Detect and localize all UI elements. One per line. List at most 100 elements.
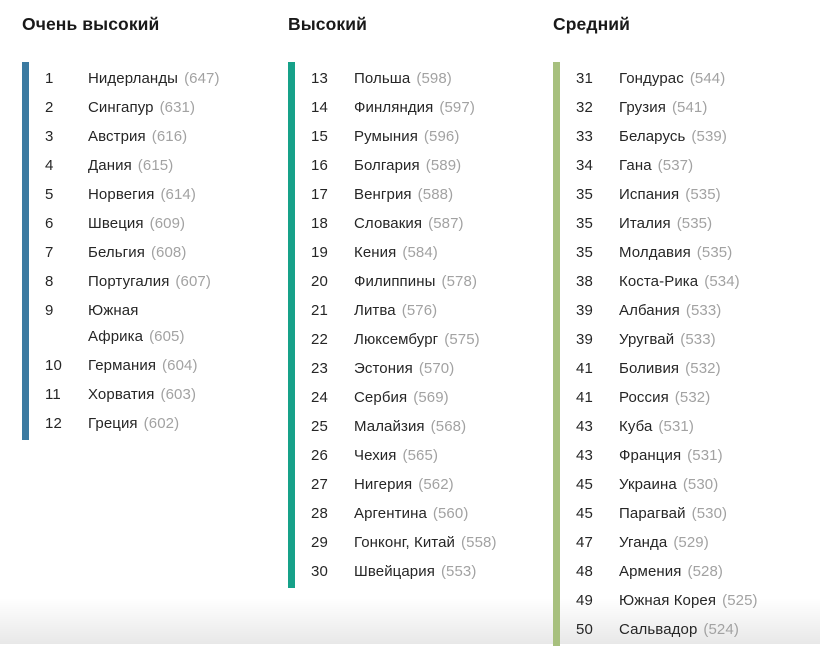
country-entry: Норвегия (614): [88, 182, 264, 208]
country-score: (535): [696, 244, 733, 261]
ranking-row: 8 Португалия (607): [45, 269, 270, 295]
country-entry: Филиппины (578): [354, 269, 530, 295]
country-name: Парагвай: [619, 505, 686, 522]
ranking-row: 4 Дания (615): [45, 153, 270, 179]
country-name: Куба: [619, 418, 653, 435]
country-entry: Аргентина (560): [354, 501, 530, 527]
rank-number: 34: [576, 157, 593, 174]
country-score: (607): [175, 273, 211, 290]
country-score: (570): [418, 360, 455, 377]
country-score: (608): [150, 244, 187, 261]
country-name: Швейцария: [354, 563, 435, 580]
country-entry: Уганда (529): [619, 530, 795, 556]
country-name: Гондурас: [619, 70, 684, 87]
country-entry: Гонконг, Китай (558): [354, 530, 530, 556]
country-name: Уругвай: [619, 331, 675, 348]
ranking-row: 2 Сингапур (631): [45, 95, 270, 121]
ranking-row: 26 Чехия (565): [311, 443, 535, 469]
ranking-row: 35 Италия (535): [576, 211, 802, 237]
rank-number: 10: [45, 357, 62, 374]
rank-number: 41: [576, 360, 593, 377]
country-name: Испания: [619, 186, 680, 203]
ranking-row: 7 Бельгия (608): [45, 240, 270, 266]
ranking-list: 1 Нидерланды (647) 2 Сингапур (631) 3 Авст…: [29, 62, 270, 440]
country-score: (533): [680, 331, 716, 348]
rank-number: 18: [311, 215, 328, 232]
country-score: (533): [685, 302, 722, 319]
country-entry: Коста-Рика (534): [619, 269, 795, 295]
rank-number: 8: [45, 273, 54, 290]
country-name: Сербия: [354, 389, 408, 406]
ranking-row: 35 Молдавия (535): [576, 240, 802, 266]
ranking-row: 49 Южная Корея (525): [576, 588, 802, 614]
country-entry: Южная Африка (605): [88, 298, 264, 350]
category-color-bar: [288, 62, 295, 588]
ranking-row: 43 Франция (531): [576, 443, 802, 469]
country-name: Швеция: [88, 215, 144, 232]
rank-number: 13: [311, 70, 328, 87]
country-name: Венгрия: [354, 186, 412, 203]
country-score: (529): [673, 534, 709, 551]
country-entry: Словакия (587): [354, 211, 530, 237]
country-name: Чехия: [354, 447, 397, 464]
country-entry: Нигерия (562): [354, 472, 530, 498]
ranking-row: 34 Гана (537): [576, 153, 802, 179]
rank-number: 30: [311, 563, 328, 580]
country-entry: Хорватия (603): [88, 382, 264, 408]
country-name: Коста-Рика: [619, 273, 699, 290]
rank-number: 6: [45, 215, 54, 232]
country-score: (544): [689, 70, 726, 87]
ranking-row: 32 Грузия (541): [576, 95, 802, 121]
country-score: (541): [671, 99, 708, 116]
ranking-column: Средний 31 Гондурас (544) 32 Грузия (541) …: [553, 14, 802, 646]
rank-number: 22: [311, 331, 328, 348]
rank-number: 31: [576, 70, 593, 87]
country-name: Литва: [354, 302, 396, 319]
ranking-row: 6 Швеция (609): [45, 211, 270, 237]
ranking-row: 22 Люксембург (575): [311, 327, 535, 353]
country-entry: Нидерланды (647): [88, 66, 264, 92]
rank-number: 5: [45, 186, 54, 203]
ranking-row: 39 Уругвай (533): [576, 327, 802, 353]
ranking-row: 13 Польша (598): [311, 66, 535, 92]
country-score: (532): [685, 360, 721, 377]
country-name: Бельгия: [88, 244, 145, 261]
ranking-row: 31 Гондурас (544): [576, 66, 802, 92]
country-name: Франция: [619, 447, 682, 464]
rank-number: 9: [45, 302, 54, 319]
country-score: (589): [425, 157, 462, 174]
country-entry: Россия (532): [619, 385, 795, 411]
country-name: Италия: [619, 215, 671, 232]
country-name: Хорватия: [88, 386, 155, 403]
rank-number: 39: [576, 331, 593, 348]
country-name: Гонконг, Китай: [354, 534, 456, 551]
country-score: (602): [143, 415, 180, 432]
ranking-row: 33 Беларусь (539): [576, 124, 802, 150]
country-entry: Люксембург (575): [354, 327, 530, 353]
ranking-row: 19 Кения (584): [311, 240, 535, 266]
rank-number: 41: [576, 389, 593, 406]
country-name: Южная Африка: [88, 302, 144, 345]
country-entry: Болгария (589): [354, 153, 530, 179]
column-title: Средний: [553, 14, 630, 34]
rank-number: 25: [311, 418, 328, 435]
rank-number: 11: [45, 386, 61, 403]
country-name: Дания: [88, 157, 132, 174]
country-name: Малайзия: [354, 418, 425, 435]
ranking-row: 38 Коста-Рика (534): [576, 269, 802, 295]
column-title: Очень высокий: [22, 14, 160, 34]
country-name: Молдавия: [619, 244, 691, 261]
country-name: Албания: [619, 302, 680, 319]
rank-number: 3: [45, 128, 54, 145]
country-name: Греция: [88, 415, 138, 432]
country-score: (578): [441, 273, 478, 290]
ranking-row: 41 Россия (532): [576, 385, 802, 411]
country-entry: Албания (533): [619, 298, 795, 324]
country-score: (525): [722, 592, 758, 609]
ranking-column: Высокий 13 Польша (598) 14 Финляндия (597)…: [288, 14, 535, 646]
country-entry: Боливия (532): [619, 356, 795, 382]
ranking-row: 47 Уганда (529): [576, 530, 802, 556]
country-name: Болгария: [354, 157, 420, 174]
country-name: Польша: [354, 70, 411, 87]
